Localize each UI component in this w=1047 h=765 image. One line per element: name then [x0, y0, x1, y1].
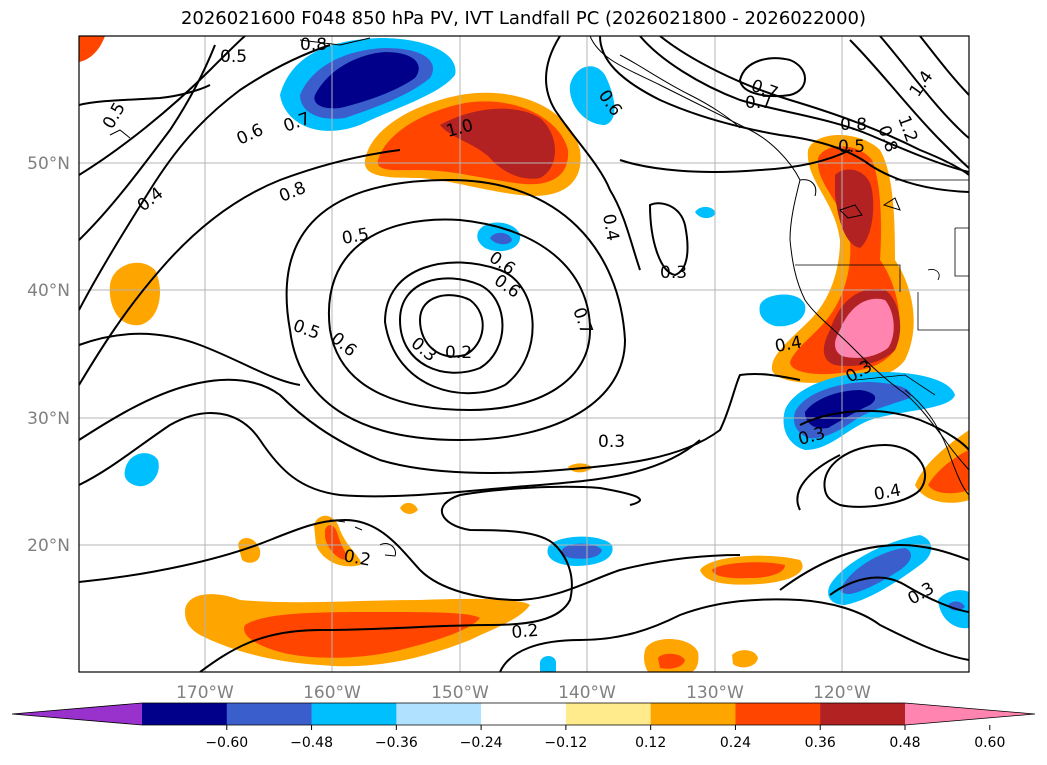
- colorbar-segment: [396, 703, 482, 725]
- colorbar-segment: [226, 703, 313, 725]
- colorbar-segment: [820, 703, 906, 725]
- lat-label: 20°N: [27, 536, 70, 556]
- lat-label: 40°N: [27, 281, 70, 301]
- contour-label: 0.4: [134, 184, 168, 216]
- colorbar-segment: [311, 703, 397, 725]
- coastlines: [109, 36, 969, 557]
- shaded-anomalies: [79, 36, 969, 672]
- contour-label: 0.3: [598, 432, 625, 452]
- contour-label: 0.5: [340, 225, 370, 249]
- contour-label: 0.4: [872, 481, 902, 505]
- contour-label: 0.2: [511, 621, 540, 643]
- contour-label: 0.8: [300, 35, 327, 55]
- colorbar-segment: [142, 703, 228, 725]
- lon-label: 140°W: [558, 683, 616, 703]
- colorbar-tick-label: 0.24: [720, 735, 751, 751]
- contour-label: 0.5: [220, 47, 247, 67]
- contour-label: 0.7: [745, 93, 772, 113]
- lon-label: 150°W: [431, 683, 489, 703]
- contour-label: 0.4: [773, 333, 803, 357]
- lon-label: 120°W: [813, 683, 871, 703]
- contour-label: 0.8: [840, 115, 867, 135]
- colorbar-tick-label: 0.12: [635, 735, 666, 751]
- lat-label: 50°N: [27, 154, 70, 174]
- colorbar-segment: [735, 703, 821, 725]
- colorbar-tick-label: −0.60: [205, 735, 248, 751]
- contour-label: 0.8: [276, 178, 309, 207]
- colorbar-tick-label: 0.48: [889, 735, 920, 751]
- lon-label: 130°W: [686, 683, 744, 703]
- contour-label: 0.6: [234, 120, 267, 150]
- colorbar-segment: [481, 703, 567, 725]
- lon-label: 170°W: [176, 683, 234, 703]
- colorbar-tick-label: −0.24: [460, 735, 503, 751]
- map-frame: [78, 35, 970, 673]
- colorbar-segment: [565, 703, 652, 725]
- contour-label: 0.3: [407, 334, 441, 367]
- borders: [795, 179, 969, 396]
- colorbar-tick-label: 0.36: [805, 735, 836, 751]
- colorbar-tick-label: −0.36: [375, 735, 418, 751]
- contour-label: 0.5: [99, 99, 130, 132]
- lon-label: 160°W: [303, 683, 361, 703]
- lat-label: 30°N: [27, 409, 70, 429]
- chart-title: 2026021600 F048 850 hPa PV, IVT Landfall…: [180, 8, 867, 29]
- contour-label: 0.7: [568, 305, 596, 337]
- colorbar-extend-low: [12, 703, 142, 725]
- contour-label: 0.4: [598, 212, 622, 242]
- colorbar: −0.60 −0.48 −0.36 −0.24 −0.12 0.12 0.24 0.36 0.4…: [11, 702, 1036, 751]
- colorbar-segment: [650, 703, 736, 725]
- contour-label: 0.3: [905, 578, 938, 609]
- contour-label: 0.3: [660, 263, 687, 283]
- longitude-axis: 170°W 160°W 150°W 140°W 130°W 120°W: [176, 683, 871, 703]
- colorbar-tick-label: −0.48: [290, 735, 333, 751]
- contour-label: 0.2: [445, 343, 472, 363]
- colorbar-extend-high: [905, 703, 1035, 725]
- pv-contours: [79, 36, 969, 672]
- colorbar-tick-label: −0.12: [544, 735, 587, 751]
- colorbar-outline: [11, 702, 1036, 726]
- contour-label: 0.5: [290, 316, 322, 344]
- colorbar-tick-label: 0.60: [974, 735, 1005, 751]
- contour-label: 0.5: [838, 137, 865, 157]
- latitude-axis: 50°N 40°N 30°N 20°N: [27, 154, 70, 556]
- contour-label: 0.2: [342, 546, 372, 570]
